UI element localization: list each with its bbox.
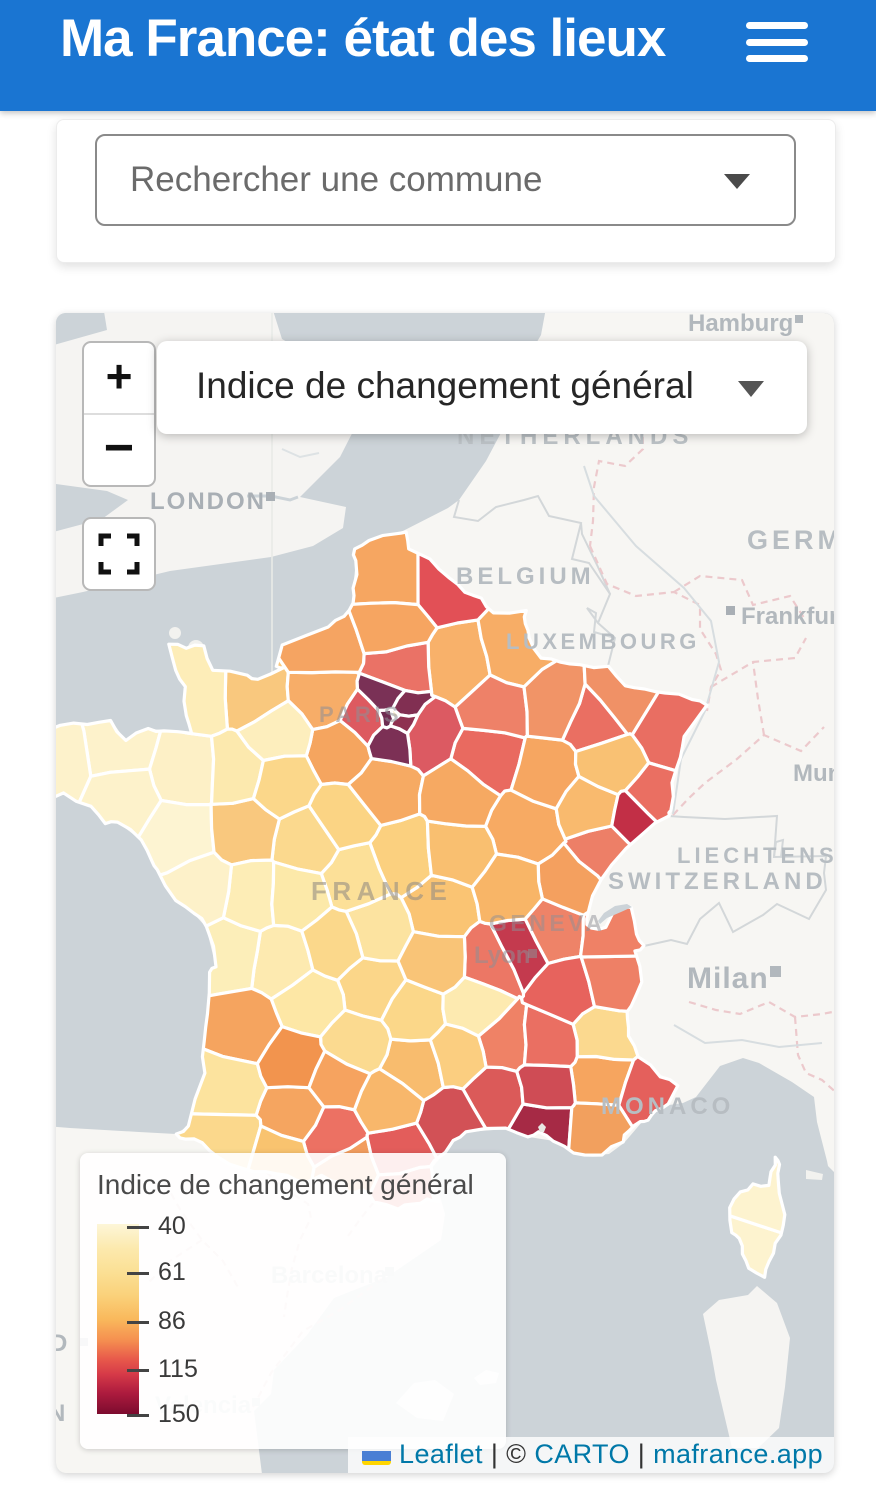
svg-text:Frankfurt: Frankfurt [741, 603, 834, 630]
svg-text:N: N [56, 1400, 65, 1427]
svg-text:GERMANY: GERMANY [747, 525, 834, 555]
svg-text:LONDON: LONDON [150, 488, 266, 515]
svg-text:Munich: Munich [793, 760, 834, 787]
svg-text:GENEVA: GENEVA [489, 910, 605, 936]
svg-text:LIECHTENSTEIN: LIECHTENSTEIN [677, 843, 834, 868]
svg-text:Hamburg: Hamburg [688, 313, 793, 337]
svg-text:FRANCE: FRANCE [311, 876, 452, 906]
svg-text:SWITZERLAND: SWITZERLAND [608, 868, 827, 895]
svg-text:Milan: Milan [687, 962, 769, 995]
svg-text:PARIS: PARIS [319, 702, 402, 727]
svg-text:MONACO: MONACO [601, 1093, 734, 1120]
svg-text:BELGIUM: BELGIUM [456, 563, 595, 590]
svg-text:LUXEMBOURG: LUXEMBOURG [506, 629, 700, 654]
svg-text:Lyon: Lyon [474, 942, 530, 969]
svg-text:D: D [56, 1330, 67, 1357]
